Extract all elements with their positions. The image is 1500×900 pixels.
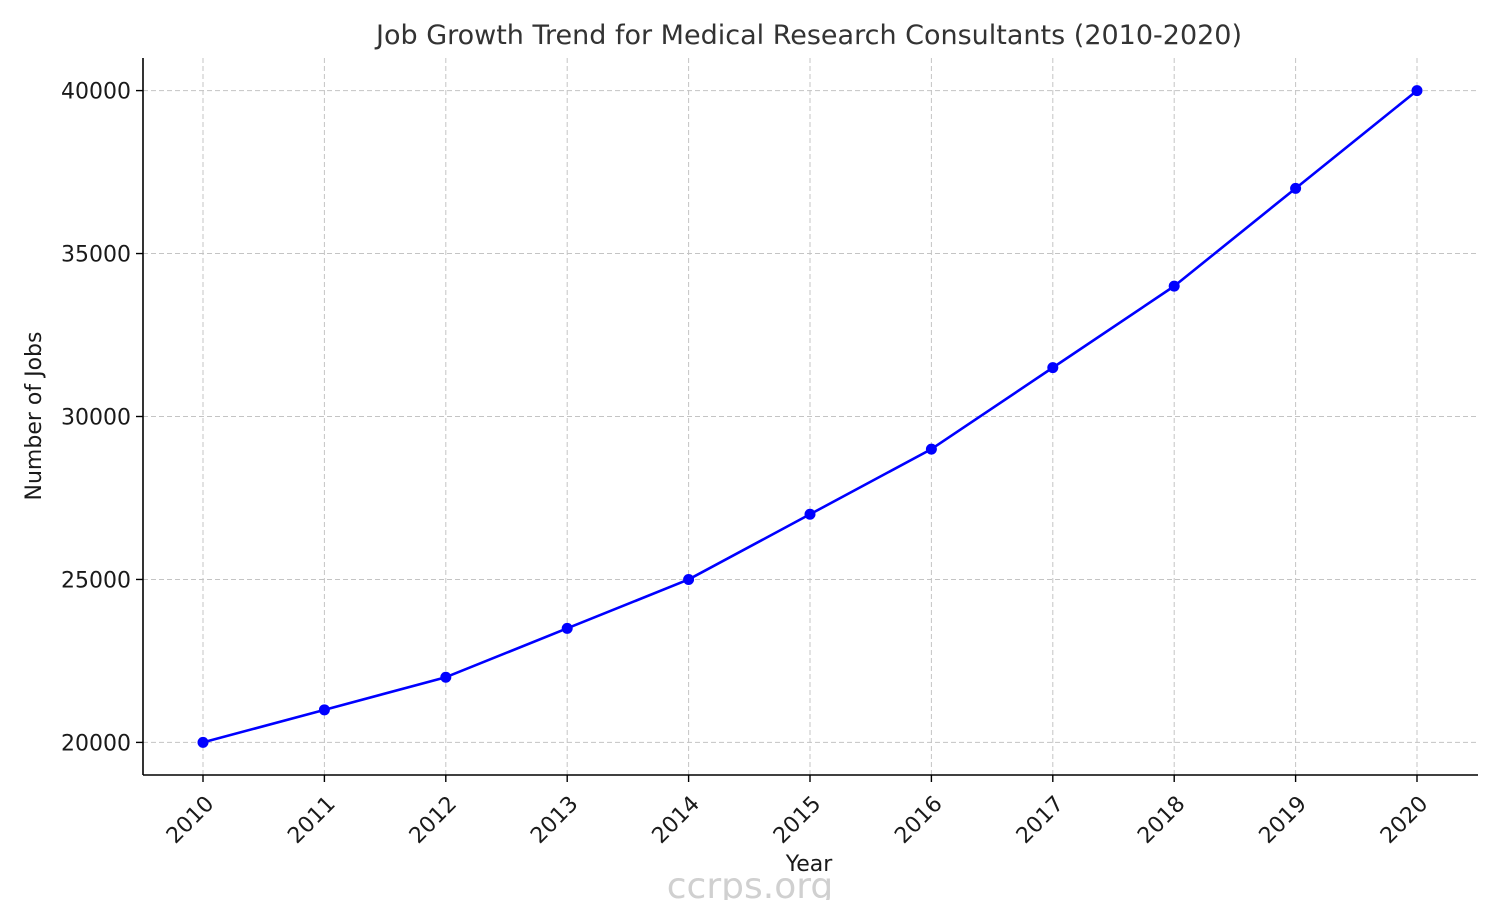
- data-point: [197, 736, 209, 748]
- data-point: [318, 704, 330, 716]
- data-point: [804, 508, 816, 520]
- series-layer: [197, 85, 1423, 748]
- data-point: [1411, 85, 1423, 97]
- data-point: [1047, 362, 1059, 374]
- data-point: [561, 622, 573, 634]
- x-tick-label: 2014: [648, 792, 705, 849]
- x-tick-label: 2018: [1133, 792, 1190, 849]
- x-axis-label: Year: [785, 852, 834, 877]
- data-point: [440, 671, 452, 683]
- y-tick-label: 40000: [61, 80, 131, 105]
- axes: 2010 2011 2012 2013 2014 2015 2016 2017 2018 2019…: [61, 58, 1478, 849]
- x-tick-label: 2015: [769, 792, 826, 849]
- x-tick-label: 2011: [283, 792, 340, 849]
- y-tick-label: 35000: [61, 243, 131, 268]
- x-tick-label: 2017: [1012, 792, 1069, 849]
- x-tick-label: 2019: [1255, 792, 1312, 849]
- y-tick-label: 20000: [61, 731, 131, 756]
- data-point: [683, 573, 695, 585]
- data-point: [925, 443, 937, 455]
- data-point: [1290, 182, 1302, 194]
- x-tick-label: 2013: [526, 792, 583, 849]
- x-tick-label: 2010: [162, 792, 219, 849]
- y-axis-label: Number of Jobs: [22, 332, 47, 501]
- gridlines: [143, 58, 1478, 775]
- data-point: [1168, 280, 1180, 292]
- x-tick-label: 2012: [405, 792, 462, 849]
- y-tick-label: 25000: [61, 568, 131, 593]
- y-tick-label: 30000: [61, 406, 131, 431]
- watermark: ccrps.org: [667, 866, 833, 900]
- chart-title: Job Growth Trend for Medical Research Co…: [374, 20, 1242, 51]
- x-tick-label: 2016: [890, 792, 947, 849]
- x-tick-label: 2020: [1376, 792, 1433, 849]
